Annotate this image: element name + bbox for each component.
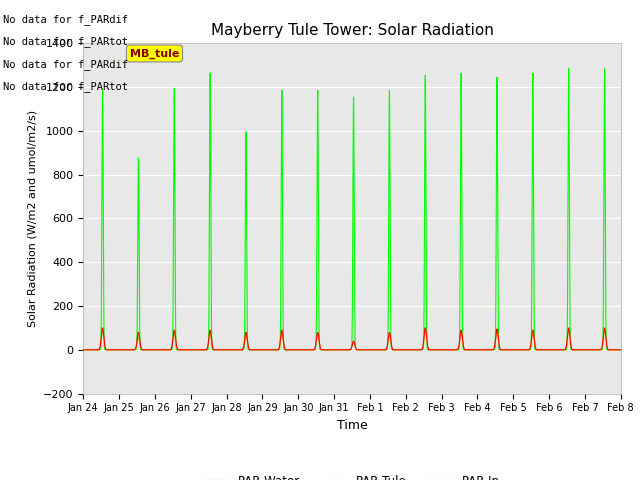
X-axis label: Time: Time [337, 419, 367, 432]
Legend: PAR Water, PAR Tule, PAR In: PAR Water, PAR Tule, PAR In [200, 470, 504, 480]
Title: Mayberry Tule Tower: Solar Radiation: Mayberry Tule Tower: Solar Radiation [211, 23, 493, 38]
Text: MB_tule: MB_tule [130, 48, 179, 59]
Text: No data for f_PARtot: No data for f_PARtot [3, 36, 128, 47]
Text: No data for f_PARdif: No data for f_PARdif [3, 13, 128, 24]
Text: No data for f_PARtot: No data for f_PARtot [3, 81, 128, 92]
Text: No data for f_PARdif: No data for f_PARdif [3, 59, 128, 70]
Y-axis label: Solar Radiation (W/m2 and umol/m2/s): Solar Radiation (W/m2 and umol/m2/s) [28, 110, 37, 327]
